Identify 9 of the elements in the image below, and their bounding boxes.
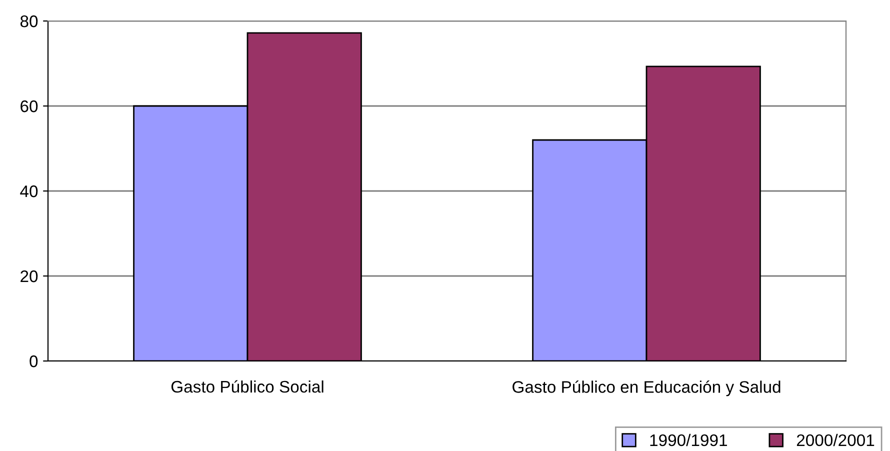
y-tick-label: 20 bbox=[20, 270, 38, 282]
y-tick-label: 60 bbox=[20, 100, 38, 112]
y-tick-label: 40 bbox=[20, 185, 38, 198]
x-tick-label: Gasto Público Social bbox=[171, 380, 324, 393]
legend-label: 1990/1991 bbox=[650, 434, 727, 446]
legend-label: 2000/2001 bbox=[796, 434, 874, 446]
y-tick-label: 80 bbox=[20, 15, 38, 28]
y-tick-label: 0 bbox=[30, 355, 38, 368]
x-tick-label: Gasto Público en Educación y Salud bbox=[512, 380, 780, 396]
